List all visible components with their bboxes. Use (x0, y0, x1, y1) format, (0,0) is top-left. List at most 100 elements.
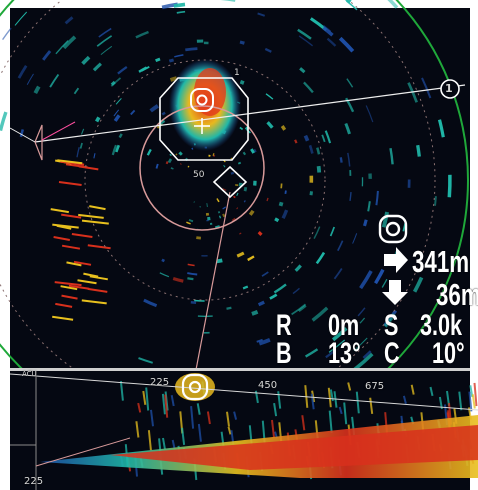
lower-echo-streak (145, 387, 150, 411)
lower-scale-label-2: 450 (258, 380, 278, 391)
echo-arc (231, 217, 237, 222)
echo-arc (170, 167, 174, 170)
echo-arc (96, 35, 113, 47)
echo-arc (239, 232, 242, 235)
echo-streak (68, 284, 90, 290)
echo-arc (92, 62, 102, 72)
bearing-line (34, 84, 466, 143)
seabed-echo-core (110, 425, 478, 470)
echo-arc (447, 174, 452, 198)
echo-arc (220, 0, 236, 2)
echo-arc (0, 111, 8, 132)
event-marker-circle[interactable] (440, 79, 460, 99)
echo-arc (187, 277, 194, 281)
lower-echo-streak (137, 402, 142, 413)
readout-s-key: S (384, 309, 399, 342)
echo-arc (239, 126, 244, 131)
echo-arc (62, 35, 77, 50)
echo-arc (42, 50, 52, 61)
echo-arc (313, 226, 321, 239)
echo-arc (280, 125, 287, 131)
echo-arc (110, 80, 116, 86)
echo-arc (115, 98, 122, 105)
lower-echo-streak (135, 421, 140, 438)
lower-echo-streak (170, 395, 175, 407)
echo-arc (264, 47, 272, 53)
lower-echo-streak (402, 395, 407, 405)
echo-arc (326, 37, 337, 47)
echo-streak (81, 299, 107, 305)
range-scale-arc (0, 0, 469, 370)
lower-echo-streak (410, 384, 415, 395)
echo-arc (175, 153, 178, 156)
echo-arc (230, 157, 233, 160)
echo-arc (374, 268, 385, 285)
lower-echo-streak (196, 403, 201, 415)
diamond-marker[interactable] (212, 165, 248, 199)
echo-arc (339, 157, 343, 163)
echo-arc (117, 65, 128, 75)
echo-streak (78, 213, 104, 219)
echo-streak (57, 159, 83, 165)
echo-arc (273, 283, 287, 294)
echo-arc (146, 148, 152, 156)
echo-arc (19, 129, 25, 138)
echo-arc (233, 195, 236, 199)
echo-arc (367, 201, 371, 212)
echo-streak (66, 261, 82, 267)
echo-arc (352, 352, 374, 370)
echo-arc (172, 277, 184, 283)
lower-echo-streak (226, 411, 230, 427)
lower-bottom-left-label: 225 (24, 476, 44, 487)
readout-s-value: 3.0k (420, 309, 463, 342)
echo-arc (325, 350, 336, 359)
echo-arc (55, 40, 69, 55)
echo-arc (316, 165, 322, 173)
lower-echo-streak (338, 406, 343, 415)
echo-arc (159, 272, 170, 278)
lower-echo-streak (181, 427, 186, 446)
lower-echo-streak (190, 406, 195, 429)
echo-arc (389, 147, 394, 165)
echo-arc (278, 201, 284, 207)
echo-arc (265, 93, 274, 100)
echo-arc (194, 299, 205, 302)
lower-echo-streak (458, 391, 463, 411)
echo-arc (274, 217, 280, 223)
echo-arc (149, 104, 159, 113)
lower-echo-streak (328, 410, 333, 434)
echo-streak (52, 223, 79, 229)
echo-arc (98, 27, 112, 38)
echo-arc (178, 151, 183, 156)
echo-arc (187, 272, 198, 276)
echo-arc (79, 142, 83, 149)
lower-echo-streak (197, 423, 202, 442)
range-ring-outer (0, 0, 436, 370)
lower-echo-streak (227, 426, 232, 435)
lower-echo-streak (301, 415, 306, 431)
readout-c-value: 10° (432, 337, 465, 370)
echo-arc (316, 147, 321, 155)
echo-arc (311, 306, 329, 322)
echo-arc (64, 16, 74, 25)
readout-b-key: B (276, 337, 292, 370)
echo-arc (303, 81, 314, 94)
echo-streak (61, 244, 81, 250)
target-lock-icon[interactable] (190, 88, 214, 134)
echo-arc (174, 54, 184, 58)
echo-arc (349, 192, 352, 202)
echo-arc (381, 278, 388, 288)
echo-arc (315, 251, 326, 265)
echo-streak (60, 285, 78, 291)
echo-arc (298, 35, 314, 47)
lower-target-lock-icon[interactable] (181, 373, 209, 401)
echo-arc (337, 240, 344, 252)
lower-echo-streak (147, 430, 152, 451)
echo-arc (328, 339, 346, 353)
target-marker-frame[interactable] (159, 77, 249, 161)
lower-vertical-view (9, 371, 478, 490)
echo-arc (331, 326, 348, 342)
echo-arc (236, 207, 239, 210)
echo-arc (365, 105, 374, 123)
